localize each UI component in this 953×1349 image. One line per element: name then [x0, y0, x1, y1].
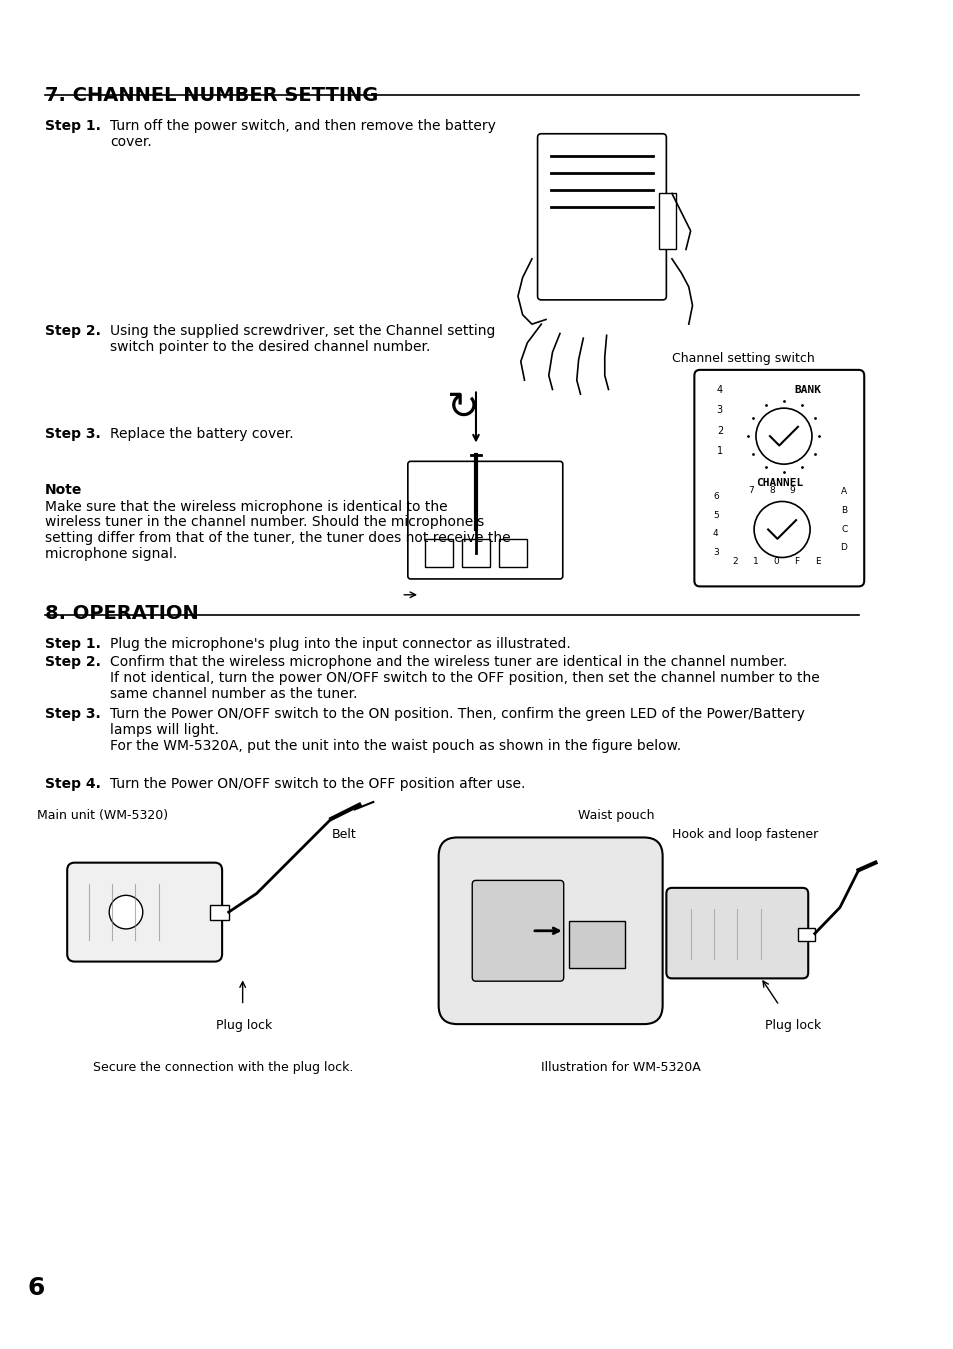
Circle shape: [753, 502, 809, 557]
Text: Waist pouch: Waist pouch: [578, 809, 654, 823]
Text: E: E: [814, 557, 820, 567]
Bar: [498, 538, 527, 567]
Text: 7. CHANNEL NUMBER SETTING: 7. CHANNEL NUMBER SETTING: [45, 86, 377, 105]
Text: 0: 0: [773, 557, 779, 567]
Text: 3: 3: [712, 548, 718, 557]
Circle shape: [755, 409, 811, 464]
Text: Illustration for WM-5320A: Illustration for WM-5320A: [540, 1062, 700, 1074]
Text: switch pointer to the desired channel number.: switch pointer to the desired channel nu…: [110, 340, 430, 353]
Text: 4: 4: [712, 529, 718, 538]
Text: A: A: [841, 487, 846, 496]
Text: Step 4.: Step 4.: [45, 777, 101, 791]
FancyBboxPatch shape: [694, 370, 863, 587]
Text: 8. OPERATION: 8. OPERATION: [45, 604, 198, 623]
Text: setting differ from that of the tuner, the tuner does not receive the: setting differ from that of the tuner, t…: [45, 532, 510, 545]
Text: 8: 8: [768, 486, 774, 495]
Text: Belt: Belt: [331, 828, 355, 842]
Text: B: B: [841, 506, 846, 515]
Text: 6: 6: [712, 492, 718, 500]
Text: For the WM-5320A, put the unit into the waist pouch as shown in the figure below: For the WM-5320A, put the unit into the …: [110, 738, 680, 753]
Text: 2: 2: [732, 557, 738, 567]
Text: 1: 1: [716, 447, 722, 456]
Text: Using the supplied screwdriver, set the Channel setting: Using the supplied screwdriver, set the …: [110, 324, 495, 339]
Text: 7: 7: [748, 486, 754, 495]
Text: Note: Note: [45, 483, 82, 496]
FancyBboxPatch shape: [438, 838, 662, 1024]
Text: If not identical, turn the power ON/OFF switch to the OFF position, then set the: If not identical, turn the power ON/OFF …: [110, 672, 819, 685]
Text: F: F: [794, 557, 799, 567]
Bar: [461, 538, 490, 567]
FancyBboxPatch shape: [67, 862, 222, 962]
Text: Turn the Power ON/OFF switch to the OFF position after use.: Turn the Power ON/OFF switch to the OFF …: [110, 777, 525, 791]
Text: Plug the microphone's plug into the input connector as illustrated.: Plug the microphone's plug into the inpu…: [110, 637, 570, 650]
Text: CHANNEL: CHANNEL: [755, 478, 802, 488]
FancyBboxPatch shape: [472, 881, 563, 981]
Text: Replace the battery cover.: Replace the battery cover.: [110, 426, 294, 441]
Text: Turn the Power ON/OFF switch to the ON position. Then, confirm the green LED of : Turn the Power ON/OFF switch to the ON p…: [110, 707, 804, 720]
Text: same channel number as the tuner.: same channel number as the tuner.: [110, 687, 357, 701]
Text: Step 1.: Step 1.: [45, 637, 101, 650]
Bar: [797, 928, 814, 942]
FancyBboxPatch shape: [408, 461, 562, 579]
Text: 4: 4: [716, 384, 722, 395]
Bar: [210, 905, 229, 920]
Text: lamps will light.: lamps will light.: [110, 723, 219, 737]
Text: Step 2.: Step 2.: [45, 324, 101, 339]
Text: Channel setting switch: Channel setting switch: [671, 352, 814, 366]
Text: Hook and loop fastener: Hook and loop fastener: [671, 828, 818, 842]
Text: Turn off the power switch, and then remove the battery: Turn off the power switch, and then remo…: [110, 119, 496, 132]
Circle shape: [109, 896, 143, 929]
Text: 5: 5: [712, 511, 718, 519]
Text: Step 1.: Step 1.: [45, 119, 101, 132]
Text: cover.: cover.: [110, 135, 152, 148]
Bar: [659, 193, 675, 250]
Text: Make sure that the wireless microphone is identical to the: Make sure that the wireless microphone i…: [45, 499, 447, 514]
Bar: [424, 538, 452, 567]
Text: C: C: [841, 525, 846, 534]
Text: Plug lock: Plug lock: [764, 1020, 821, 1032]
Text: Step 3.: Step 3.: [45, 426, 100, 441]
FancyBboxPatch shape: [665, 888, 807, 978]
Text: 3: 3: [716, 405, 722, 415]
Text: Main unit (WM-5320): Main unit (WM-5320): [37, 809, 168, 823]
Text: BANK: BANK: [794, 384, 821, 395]
Text: D: D: [840, 544, 846, 553]
Text: Step 2.: Step 2.: [45, 656, 101, 669]
Text: Step 3.: Step 3.: [45, 707, 100, 720]
Text: Plug lock: Plug lock: [216, 1020, 273, 1032]
Text: Secure the connection with the plug lock.: Secure the connection with the plug lock…: [93, 1062, 354, 1074]
Bar: [569, 921, 624, 969]
Text: wireless tuner in the channel number. Should the microphone's: wireless tuner in the channel number. Sh…: [45, 515, 483, 529]
Text: 6: 6: [28, 1276, 46, 1300]
Text: microphone signal.: microphone signal.: [45, 548, 177, 561]
Text: 2: 2: [716, 426, 722, 436]
Text: Confirm that the wireless microphone and the wireless tuner are identical in the: Confirm that the wireless microphone and…: [110, 656, 786, 669]
Text: 1: 1: [752, 557, 758, 567]
FancyBboxPatch shape: [537, 134, 665, 299]
Text: 9: 9: [789, 486, 795, 495]
Text: ↻: ↻: [445, 389, 477, 428]
